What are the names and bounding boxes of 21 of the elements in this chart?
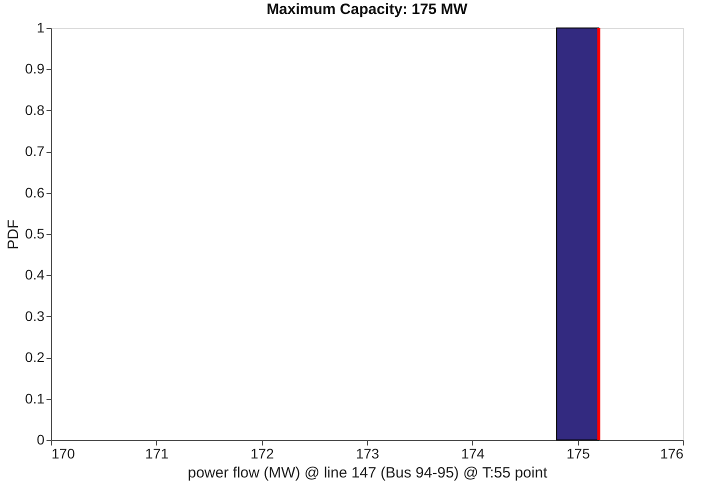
y-tick-label: 0.3 bbox=[25, 308, 45, 324]
y-tick-label: 0.5 bbox=[25, 226, 45, 242]
y-tick-label: 0.1 bbox=[25, 390, 45, 406]
y-tick-label: 0.6 bbox=[25, 184, 45, 200]
x-tick-label: 175 bbox=[566, 446, 590, 462]
y-tick-label: 0.2 bbox=[25, 349, 45, 366]
x-tick-label: 174 bbox=[461, 446, 485, 462]
x-axis-title: power flow (MW) @ line 147 (Bus 94-95) @ T:55 point bbox=[188, 464, 548, 482]
y-tick-label: 0.9 bbox=[25, 60, 45, 77]
chart-title: Maximum Capacity: 175 MW bbox=[266, 1, 468, 18]
y-tick-label: 0.4 bbox=[25, 266, 45, 283]
y-tick-label: 1 bbox=[36, 20, 45, 36]
x-tick-label: 176 bbox=[660, 446, 684, 462]
y-axis-title: PDF bbox=[5, 220, 22, 250]
x-tick-label: 170 bbox=[52, 446, 76, 462]
x-tick-label: 172 bbox=[250, 446, 274, 462]
x-tick-label: 173 bbox=[356, 446, 380, 462]
y-tick-label: 0.7 bbox=[25, 143, 45, 160]
x-tick-label: 171 bbox=[145, 446, 169, 462]
y-tick-label: 0.8 bbox=[25, 102, 45, 118]
y-tick-label: 0 bbox=[36, 432, 45, 448]
